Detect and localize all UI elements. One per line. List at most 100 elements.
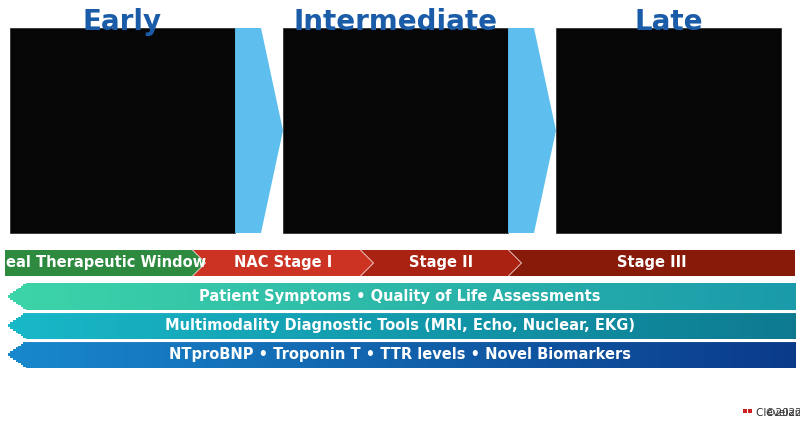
Bar	[592, 312, 596, 339]
Bar	[100, 312, 103, 339]
Bar	[790, 312, 793, 339]
Bar	[490, 312, 493, 339]
Bar	[521, 283, 525, 310]
Bar	[774, 283, 778, 310]
Bar	[200, 312, 203, 339]
Bar	[205, 283, 209, 310]
Bar	[382, 312, 385, 339]
Bar	[21, 344, 24, 365]
Bar	[339, 312, 343, 339]
Bar	[724, 283, 727, 310]
Bar	[306, 312, 309, 339]
Bar	[450, 312, 454, 339]
Bar	[86, 312, 90, 339]
Bar	[706, 341, 709, 368]
Text: NTproBNP • Troponin T • TTR levels • Novel Biomarkers: NTproBNP • Troponin T • TTR levels • Nov…	[169, 347, 631, 362]
Bar	[31, 312, 34, 339]
Bar	[29, 341, 32, 368]
Bar	[706, 312, 709, 339]
Bar	[113, 341, 117, 368]
Bar	[60, 283, 64, 310]
Bar	[642, 283, 646, 310]
Bar	[394, 312, 398, 339]
Bar	[645, 312, 648, 339]
Bar	[387, 341, 390, 368]
Bar	[321, 341, 325, 368]
Bar	[600, 283, 603, 310]
Bar	[792, 341, 796, 368]
Bar	[90, 283, 93, 310]
Bar	[342, 341, 346, 368]
Bar	[47, 341, 50, 368]
Bar	[655, 341, 659, 368]
Polygon shape	[235, 28, 283, 233]
Bar	[526, 312, 530, 339]
Bar	[669, 341, 672, 368]
Bar	[347, 341, 350, 368]
Bar	[718, 341, 722, 368]
Bar	[763, 283, 767, 310]
Bar	[137, 341, 140, 368]
Bar	[637, 312, 641, 339]
Bar	[508, 341, 511, 368]
Bar	[58, 312, 61, 339]
Bar	[561, 283, 564, 310]
Bar	[392, 312, 395, 339]
Bar	[703, 341, 706, 368]
Bar	[379, 341, 382, 368]
Bar	[168, 283, 172, 310]
Bar	[258, 312, 262, 339]
Bar	[542, 283, 546, 310]
Bar	[82, 283, 85, 310]
Bar	[84, 312, 87, 339]
Bar	[105, 341, 109, 368]
Bar	[245, 312, 248, 339]
Bar	[50, 312, 53, 339]
Bar	[371, 283, 374, 310]
Bar	[637, 283, 641, 310]
Bar	[614, 312, 617, 339]
Bar	[732, 312, 735, 339]
Bar	[250, 283, 254, 310]
Bar	[102, 341, 106, 368]
Bar	[595, 283, 598, 310]
Bar	[213, 341, 217, 368]
Bar	[655, 312, 659, 339]
Bar	[677, 341, 680, 368]
Bar	[747, 312, 751, 339]
Bar	[184, 283, 187, 310]
Bar	[78, 341, 82, 368]
Bar	[534, 312, 538, 339]
Bar	[68, 312, 72, 339]
Bar	[563, 283, 566, 310]
Bar	[690, 312, 693, 339]
Bar	[116, 283, 119, 310]
Bar	[129, 341, 132, 368]
Bar	[408, 283, 411, 310]
Bar	[371, 341, 374, 368]
Bar	[521, 341, 525, 368]
Bar	[329, 341, 332, 368]
Bar	[29, 312, 32, 339]
Bar	[321, 312, 325, 339]
Bar	[355, 312, 358, 339]
Bar	[474, 341, 477, 368]
Bar	[306, 283, 309, 310]
Bar	[142, 312, 146, 339]
Bar	[718, 283, 722, 310]
Bar	[186, 312, 190, 339]
Bar	[166, 283, 169, 310]
Bar	[361, 283, 364, 310]
Bar	[640, 312, 643, 339]
Bar	[13, 291, 16, 302]
Bar	[782, 283, 786, 310]
Bar	[255, 312, 258, 339]
Bar	[139, 283, 142, 310]
Bar	[566, 283, 570, 310]
Bar	[766, 283, 770, 310]
Bar	[708, 312, 711, 339]
Bar	[671, 283, 674, 310]
Bar	[692, 341, 696, 368]
Bar	[610, 283, 614, 310]
Bar	[290, 283, 293, 310]
